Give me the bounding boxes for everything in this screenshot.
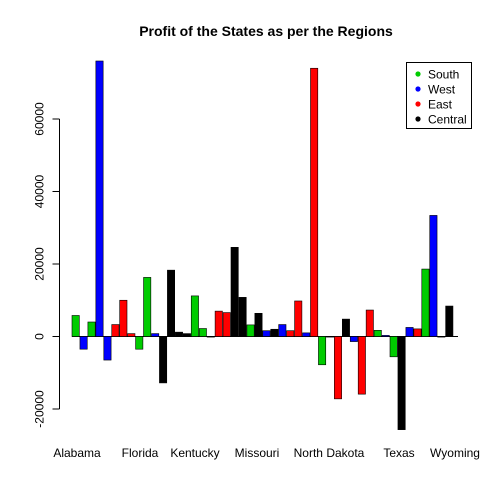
bar	[397, 336, 406, 430]
bar	[198, 328, 207, 337]
bar	[262, 330, 271, 337]
bar	[190, 295, 199, 337]
y-tick-label: 0	[33, 333, 47, 340]
chart-title: Profit of the States as per the Regions	[139, 23, 393, 39]
bar	[278, 324, 287, 337]
bar	[373, 330, 382, 337]
y-tick-label: 60000	[33, 102, 47, 136]
legend-label: South	[428, 68, 459, 82]
bar	[135, 336, 144, 350]
bar	[445, 305, 454, 337]
bar	[246, 324, 255, 337]
bar	[167, 269, 175, 337]
legend-marker	[415, 116, 421, 122]
x-tick-label: North Dakota	[294, 446, 365, 460]
y-tick-label: 40000	[33, 174, 47, 208]
bar	[270, 328, 279, 337]
x-tick-label: Texas	[383, 446, 414, 460]
bar	[326, 336, 334, 338]
bar	[87, 321, 96, 337]
bar	[238, 297, 247, 337]
bar	[206, 336, 215, 338]
legend-label: Central	[428, 113, 467, 127]
bar	[437, 336, 446, 338]
bar	[159, 336, 168, 384]
legend-label: West	[428, 83, 456, 97]
bar	[103, 336, 112, 361]
bar	[302, 332, 311, 337]
bar	[421, 268, 430, 337]
y-tick-label: -20000	[33, 390, 47, 428]
bars-group	[71, 60, 454, 430]
legend-marker	[415, 86, 421, 92]
bar	[214, 310, 223, 337]
legend-label: East	[428, 98, 453, 112]
bar	[143, 277, 152, 337]
bar	[429, 215, 438, 337]
legend-marker	[415, 101, 421, 107]
bar	[222, 312, 231, 337]
bar	[175, 331, 183, 337]
bar	[254, 312, 263, 337]
y-axis: -20000 0 20000 40000 60000	[33, 102, 60, 428]
bar	[294, 300, 303, 337]
x-tick-label: Florida	[122, 446, 159, 460]
bar	[119, 299, 128, 337]
y-tick-label: 20000	[33, 247, 47, 281]
legend-marker	[415, 71, 421, 77]
bar	[334, 336, 342, 400]
bar	[127, 333, 136, 337]
x-tick-label: Missouri	[235, 446, 280, 460]
x-tick-label: Alabama	[53, 446, 101, 460]
bar	[79, 336, 88, 350]
x-tick-label: Wyoming	[430, 446, 480, 460]
x-axis: Alabama Florida Kentucky Missouri North Dako…	[53, 446, 480, 460]
x-tick-label: Kentucky	[170, 446, 219, 460]
bar	[357, 336, 366, 395]
bar	[286, 330, 295, 337]
bar	[310, 67, 319, 337]
bar	[111, 324, 120, 337]
bar	[318, 336, 327, 366]
bar	[230, 247, 239, 337]
bar	[349, 336, 358, 342]
bar	[71, 315, 80, 337]
bar	[389, 336, 398, 358]
bar	[365, 309, 374, 337]
bar	[413, 328, 422, 337]
bar	[151, 333, 160, 337]
bar	[381, 335, 390, 337]
bar	[341, 318, 350, 337]
bar	[183, 333, 191, 337]
bar	[95, 60, 104, 337]
bar	[405, 327, 414, 337]
